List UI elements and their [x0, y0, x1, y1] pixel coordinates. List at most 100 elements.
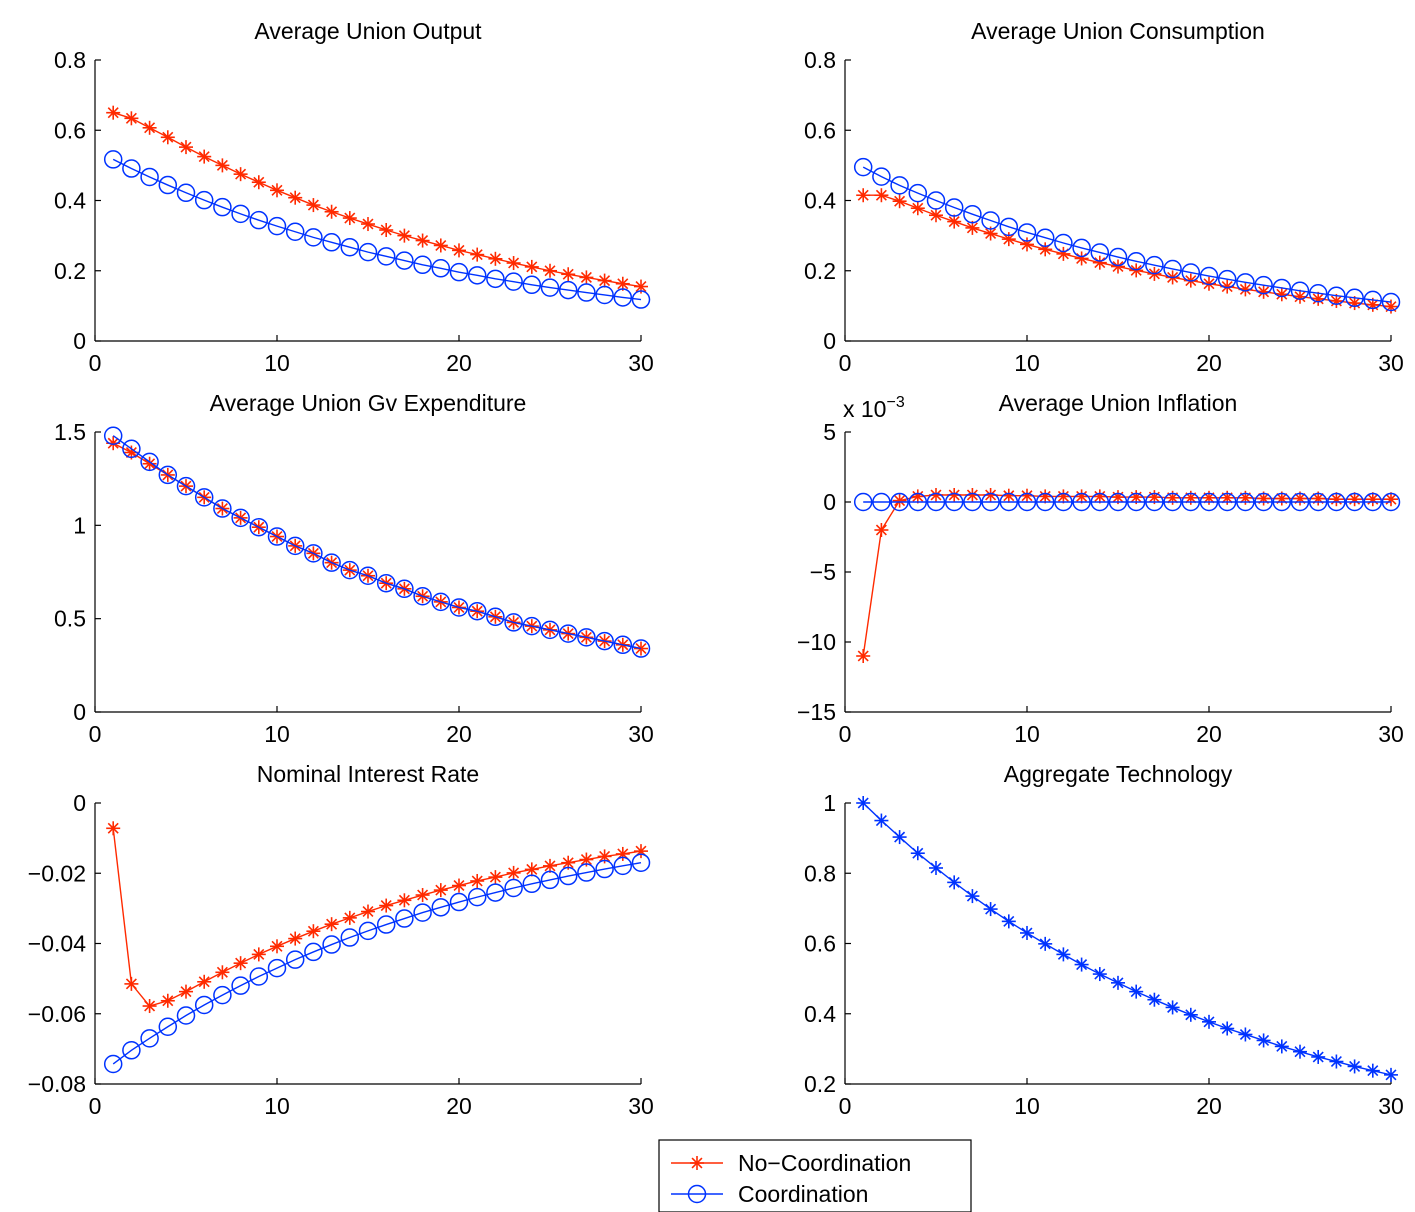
data-point-circle	[981, 211, 1000, 230]
asterisk-stroke	[1385, 1069, 1397, 1081]
data-point-circle	[449, 892, 469, 912]
asterisk-stroke	[398, 894, 410, 906]
y-tick-label: 0.2	[804, 1071, 836, 1097]
chart-3: Average Union Gv Expenditure 0 10 20 30 0 0.5 1…	[54, 390, 654, 747]
data-point-circle	[1072, 238, 1091, 258]
y-tick-label: 0	[823, 489, 836, 515]
data-point-asterisk	[1038, 489, 1053, 504]
asterisk-stroke	[1112, 261, 1124, 273]
data-point-circle	[140, 452, 159, 472]
plot-area	[103, 821, 651, 1074]
asterisk-stroke	[691, 1157, 703, 1169]
data-point-circle	[231, 976, 250, 995]
data-point-circle	[304, 544, 323, 563]
x-tick-label: 20	[1196, 721, 1222, 747]
data-point-asterisk	[983, 902, 998, 917]
asterisk-stroke	[107, 107, 119, 119]
x-tick-label: 10	[264, 350, 290, 376]
data-point-circle	[944, 492, 964, 512]
data-point-asterisk	[1074, 489, 1089, 504]
x-tick-label: 30	[1378, 350, 1404, 376]
asterisk-stroke	[948, 876, 960, 888]
data-point-asterisk	[1074, 957, 1089, 972]
legend: No−Coordination Coordination	[658, 1139, 972, 1212]
data-point-circle	[213, 197, 232, 217]
asterisk-stroke	[948, 489, 960, 501]
chart-4: Average Union Inflation 0 10 20 30 −15 −10 −5 0 5…	[797, 390, 1404, 747]
y-tick-label: −0.02	[28, 860, 86, 886]
data-point-circle	[486, 883, 505, 902]
data-point-circle	[558, 866, 578, 886]
data-point-circle	[249, 210, 269, 230]
data-point-asterisk	[433, 238, 448, 253]
asterisk-stroke	[526, 261, 538, 273]
x-tick-label: 30	[628, 1093, 654, 1119]
data-point-asterisk	[452, 243, 466, 258]
asterisk-stroke	[544, 860, 556, 872]
y-tick-label: 0.6	[54, 117, 86, 143]
data-point-circle	[872, 167, 891, 186]
data-point-asterisk	[160, 993, 175, 1008]
data-point-asterisk	[1293, 289, 1307, 304]
y-tick-label: 0.2	[804, 258, 836, 284]
data-point-circle	[577, 283, 596, 302]
asterisk-stroke	[289, 933, 301, 945]
data-point-circle	[1381, 292, 1401, 312]
x-tick-label: 20	[446, 350, 472, 376]
data-point-asterisk	[1111, 975, 1125, 990]
data-point-asterisk	[874, 523, 889, 537]
asterisk-stroke	[326, 206, 338, 218]
data-point-asterisk	[415, 888, 430, 903]
data-point-asterisk	[1202, 1014, 1216, 1029]
asterisk-stroke	[417, 235, 429, 247]
data-point-circle	[340, 237, 360, 257]
data-point-asterisk	[1056, 947, 1071, 962]
asterisk-stroke	[1203, 278, 1215, 290]
data-point-circle	[522, 275, 542, 295]
asterisk-stroke	[144, 1000, 156, 1012]
asterisk-stroke	[562, 857, 574, 869]
data-point-asterisk	[433, 883, 448, 898]
asterisk-stroke	[857, 650, 869, 662]
asterisk-stroke	[599, 275, 611, 287]
y-tick-label: 0	[73, 790, 86, 816]
data-point-circle	[963, 492, 982, 512]
data-point-circle	[890, 176, 909, 195]
asterisk-stroke	[580, 271, 592, 283]
data-point-asterisk	[233, 167, 248, 182]
asterisk-stroke	[875, 524, 887, 536]
plot-area	[853, 157, 1401, 314]
data-point-asterisk	[397, 228, 412, 243]
data-point-circle	[1126, 492, 1146, 512]
data-point-asterisk	[892, 830, 907, 845]
data-point-asterisk	[160, 130, 175, 145]
data-point-circle	[158, 175, 178, 195]
asterisk-stroke	[398, 230, 410, 242]
data-point-asterisk	[1311, 291, 1326, 306]
data-point-asterisk	[197, 974, 212, 989]
data-point-asterisk	[1311, 1049, 1326, 1064]
x-tick-label: 10	[1014, 1093, 1040, 1119]
asterisk-stroke	[1057, 490, 1069, 502]
y-tick-label: 0	[73, 328, 86, 354]
data-point-asterisk	[1001, 914, 1016, 929]
plot-area	[103, 105, 651, 309]
data-point-asterisk	[1092, 489, 1107, 504]
asterisk-stroke	[526, 863, 538, 875]
data-point-asterisk	[597, 273, 612, 288]
y-tick-label: 0.4	[804, 188, 836, 214]
data-point-asterisk	[124, 976, 139, 991]
data-point-asterisk	[1092, 967, 1107, 982]
x-tick-label: 0	[89, 350, 102, 376]
asterisk-stroke	[180, 986, 192, 998]
data-point-circle	[376, 573, 396, 593]
y-tick-label: −0.08	[28, 1071, 86, 1097]
exponent-power: −3	[886, 394, 904, 411]
data-point-asterisk	[197, 149, 212, 164]
data-point-circle	[176, 1006, 196, 1025]
data-point-circle	[540, 870, 560, 890]
asterisk-stroke	[1294, 1046, 1306, 1058]
data-point-circle	[413, 587, 432, 606]
data-point-asterisk	[215, 965, 230, 980]
